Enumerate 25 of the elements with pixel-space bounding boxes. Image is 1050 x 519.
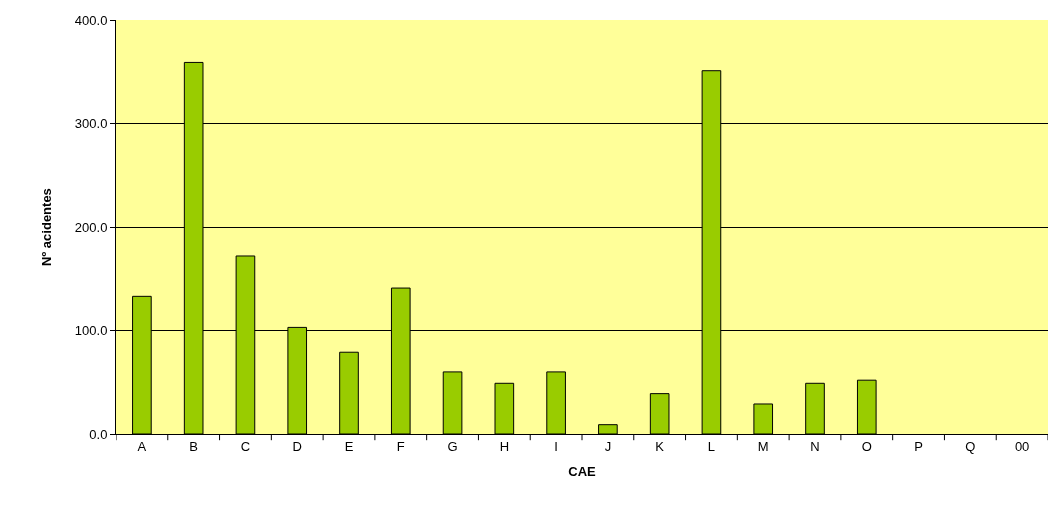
x-tick-label: O [861, 438, 872, 454]
x-tick-label: K [655, 438, 665, 454]
x-tick-label: B [189, 438, 199, 454]
x-tick-label: F [396, 438, 405, 454]
x-tick-label: P [914, 438, 923, 454]
x-tick-label: J [604, 438, 612, 454]
y-tick-label: 300.0 [74, 116, 108, 132]
x-tick-label: Q [965, 438, 976, 454]
x-tick-label: E [344, 438, 354, 454]
x-tick-label: H [499, 438, 510, 454]
y-tick-label: 100.0 [74, 323, 108, 339]
x-axis-title: CAE [568, 464, 597, 480]
x-tick-label: M [757, 438, 769, 454]
y-tick-label: 400.0 [74, 12, 108, 28]
x-tick-label: G [447, 438, 458, 454]
x-tick-label: D [292, 438, 302, 454]
x-tick-label: C [240, 438, 251, 454]
x-tick-label: 00 [1014, 438, 1030, 454]
x-tick-label: L [707, 438, 716, 454]
x-tick-label: I [554, 438, 558, 454]
x-tick-label: N [810, 438, 820, 454]
y-tick-label: 200.0 [74, 219, 108, 235]
y-tick-label: 0.0 [89, 426, 108, 442]
y-axis-title: Nº acidentes [38, 188, 54, 266]
x-tick-label: A [137, 438, 147, 454]
